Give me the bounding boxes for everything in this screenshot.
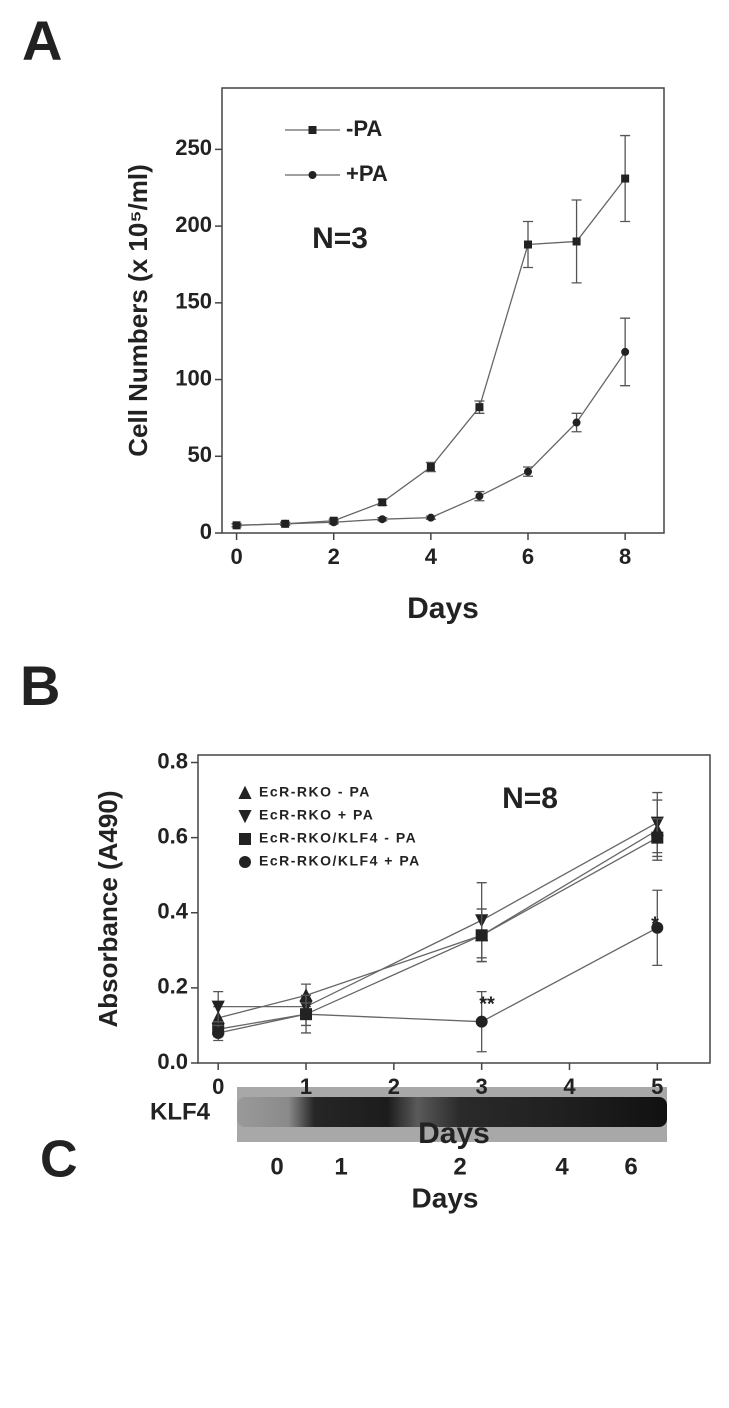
marker: [621, 174, 630, 183]
x-tick-label: 2: [328, 544, 340, 569]
legend-label: EcR-RKO/KLF4 - PA: [259, 830, 417, 846]
lane-label: 6: [624, 1153, 637, 1180]
x-tick-label: 4: [563, 1074, 576, 1099]
y-tick-label: 50: [188, 442, 212, 467]
x-tick-label: 5: [651, 1074, 663, 1099]
marker: [572, 418, 581, 427]
x-tick-label: 0: [230, 544, 242, 569]
x-tick-label: 6: [522, 544, 534, 569]
y-tick-label: 0: [200, 519, 212, 544]
x-tick-label: 4: [425, 544, 438, 569]
lane-label: 4: [555, 1153, 569, 1180]
legend-marker: [308, 171, 317, 179]
marker: [378, 498, 387, 507]
y-tick-label: 200: [175, 212, 212, 237]
plot-frame: [221, 87, 665, 534]
legend-label: -PA: [346, 116, 382, 141]
legend-marker: [239, 856, 251, 868]
series-line: [218, 822, 658, 1008]
x-tick-label: 0: [212, 1074, 224, 1099]
blot-label: KLF4: [150, 1098, 211, 1125]
annotation: *: [651, 913, 659, 935]
marker: [211, 1000, 225, 1014]
blot-panel: C KLF4 Days 0 1 2 4 6: [40, 1087, 667, 1213]
series-line: [236, 178, 626, 526]
legend-marker: [238, 785, 252, 799]
y-tick-label: 0.8: [157, 748, 188, 773]
lane-label: 1: [334, 1153, 347, 1180]
y-tick-label: 0.6: [157, 823, 188, 848]
marker: [426, 463, 435, 472]
plot-frame: [197, 754, 711, 1064]
y-tick-label: 0.0: [157, 1049, 188, 1074]
lane-label: 0: [270, 1153, 283, 1180]
lane-label: 2: [453, 1153, 466, 1180]
series-line: [218, 837, 658, 1030]
marker: [475, 492, 484, 501]
marker: [621, 347, 630, 356]
x-axis-label: Days: [418, 1117, 490, 1150]
panel-letter: C: [40, 1131, 78, 1189]
legend-marker: [238, 810, 252, 824]
y-tick-label: 250: [175, 135, 212, 160]
y-axis-label: Cell Numbers (x 10⁵/ml): [123, 164, 153, 457]
marker: [651, 831, 664, 844]
y-tick-label: 100: [175, 365, 212, 390]
legend-label: EcR-RKO + PA: [259, 807, 374, 823]
legend-label: EcR-RKO - PA: [259, 784, 371, 800]
marker: [426, 513, 435, 522]
blot-x-label: Days: [412, 1182, 479, 1213]
marker: [378, 515, 387, 524]
marker: [212, 1026, 225, 1039]
marker: [475, 403, 484, 412]
x-tick-label: 1: [300, 1074, 312, 1099]
x-tick-label: 3: [476, 1074, 488, 1099]
marker: [651, 921, 664, 934]
annotation: N=3: [312, 222, 368, 255]
y-tick-label: 0.2: [157, 974, 188, 999]
marker: [524, 240, 532, 249]
legend-marker: [239, 833, 251, 845]
marker: [524, 467, 532, 476]
x-tick-label: 8: [619, 544, 631, 569]
y-tick-label: 0.4: [157, 899, 188, 924]
marker: [281, 519, 290, 528]
series-line: [236, 351, 626, 526]
series-line: [218, 927, 658, 1034]
marker: [475, 1015, 488, 1028]
panel-letter: B: [20, 654, 60, 717]
marker: [572, 237, 581, 246]
y-tick-label: 150: [175, 289, 212, 314]
marker: [475, 929, 488, 942]
y-axis-label: Absorbance (A490): [93, 791, 123, 1028]
annotation: **: [479, 993, 495, 1015]
legend-label: +PA: [346, 161, 388, 186]
legend-label: EcR-RKO/KLF4 + PA: [259, 853, 421, 869]
marker: [329, 518, 338, 527]
x-axis-label: Days: [407, 592, 479, 625]
annotation: N=8: [502, 782, 558, 815]
marker: [300, 1008, 313, 1021]
blot-band: [237, 1097, 667, 1127]
panel-letter: A: [22, 9, 62, 72]
marker: [232, 521, 241, 530]
legend-marker: [308, 126, 317, 134]
x-tick-label: 2: [388, 1074, 400, 1099]
